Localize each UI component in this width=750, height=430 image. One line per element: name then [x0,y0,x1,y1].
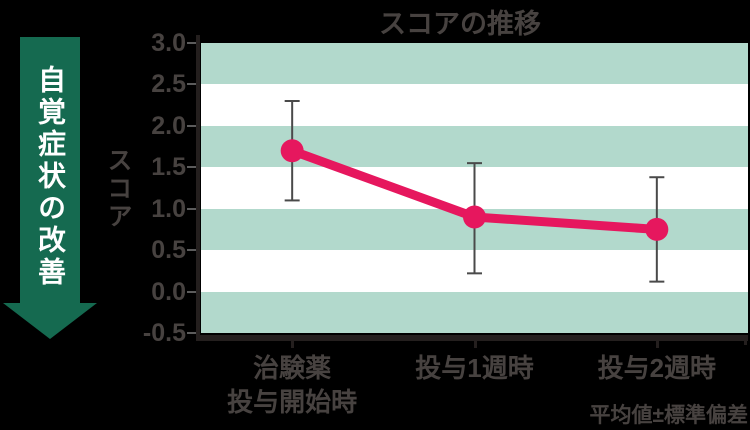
y-tick-mark [187,124,196,127]
x-axis-label: 投与1週時 [365,351,585,385]
x-axis-line [196,335,748,341]
x-tick-mark [473,341,477,348]
plot-stripe [201,43,748,85]
y-tick-label: 0.0 [151,277,186,306]
x-tick-mark [291,341,295,348]
x-axis-label-line: 投与1週時 [415,353,534,383]
y-tick-label: 2.5 [151,70,186,99]
x-axis-label-line: 治験薬 [253,353,332,383]
y-tick-label: 3.0 [151,29,186,57]
y-tick-mark [187,249,196,252]
improvement-arrow: 自覚症状の改善 [20,37,80,303]
y-tick-mark [187,166,196,169]
y-tick-mark [187,42,196,44]
improvement-arrow-label: 自覚症状の改善 [35,65,66,289]
y-axis-line [196,35,200,341]
y-tick-mark [187,290,196,293]
y-tick-mark [187,332,196,334]
y-tick-label: 0.5 [151,236,186,265]
data-point-marker [463,205,486,229]
y-tick-mark [187,83,196,86]
x-axis-label: 治験薬 投与開始時 [182,351,402,419]
y-tick-label: 2.0 [151,111,186,140]
y-axis-label: スコア [104,147,132,231]
down-arrow-icon [3,303,97,339]
x-axis-label: 投与2週時 [547,351,750,385]
y-tick-mark [187,207,196,210]
chart-title: スコアの推移 [379,9,541,39]
data-point-marker [645,217,669,241]
x-axis-label-line: 投与2週時 [597,353,717,383]
x-axis-label-line: 投与開始時 [227,387,358,417]
chart-canvas [280,100,669,283]
plot-stripe [201,291,748,333]
y-tick-label: 1.0 [151,194,186,223]
data-point-marker [280,139,304,163]
footnote: 平均値±標準偏差 [589,404,748,427]
y-tick-label: 1.5 [151,153,186,182]
x-tick-mark [655,341,659,348]
y-tick-label: -0.5 [142,319,186,347]
x-axis-end-tick [744,341,747,345]
